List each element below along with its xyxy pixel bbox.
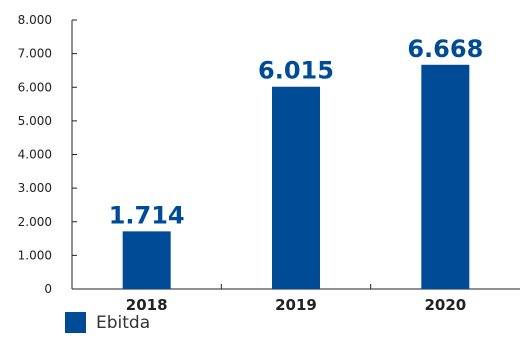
value-label-2018: 1.714	[109, 201, 185, 229]
x-tick-label-2020: 2020	[424, 296, 466, 314]
y-tick-label: 2.000	[18, 215, 52, 229]
x-tick-label-2019: 2019	[275, 296, 317, 314]
y-tick-label: 1.000	[18, 248, 52, 262]
bar-2020	[421, 64, 470, 289]
y-tick-label: 0	[44, 282, 52, 296]
y-tick-label: 4.000	[18, 148, 52, 162]
value-label-2020: 6.668	[407, 35, 483, 63]
y-tick-label: 6.000	[18, 80, 52, 94]
legend-swatch-ebitda	[65, 312, 86, 333]
bar-2018	[122, 231, 171, 289]
y-tick-label: 8.000	[18, 13, 52, 27]
y-tick-label: 7.000	[18, 47, 52, 61]
value-label-2019: 6.015	[258, 57, 334, 85]
bar-2019	[272, 86, 320, 289]
legend-label-ebitda: Ebitda	[96, 312, 151, 333]
y-tick-label: 3.000	[18, 181, 52, 195]
legend: Ebitda	[65, 312, 150, 333]
y-tick-label: 5.000	[18, 114, 52, 128]
x-tick-label-2018: 2018	[126, 296, 168, 314]
